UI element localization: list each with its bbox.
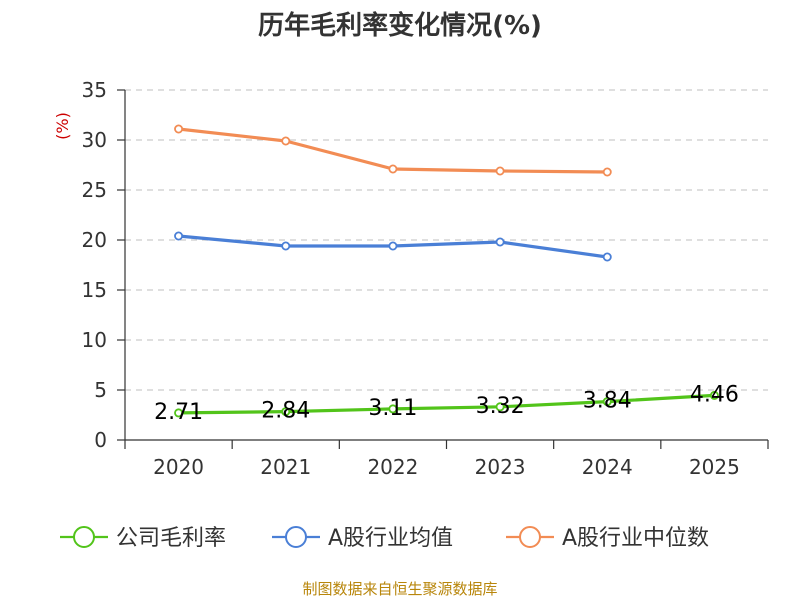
data-label: 4.46 <box>690 382 739 407</box>
data-point[interactable] <box>281 136 291 146</box>
x-tick-label: 2021 <box>260 455 311 479</box>
y-tick-label: 5 <box>94 378 107 402</box>
data-point[interactable] <box>388 241 398 251</box>
y-tick-label: 25 <box>82 178 107 202</box>
y-tick-label: 20 <box>82 228 107 252</box>
y-tick-label: 15 <box>82 278 107 302</box>
data-label: 3.11 <box>368 396 417 421</box>
data-point[interactable] <box>281 241 291 251</box>
data-point[interactable] <box>174 231 184 241</box>
data-point[interactable] <box>281 407 291 417</box>
data-point[interactable] <box>174 124 184 134</box>
series-layer <box>174 124 719 418</box>
x-tick-label: 2023 <box>475 455 526 479</box>
y-tick-label: 0 <box>94 428 107 452</box>
grid-layer <box>125 89 768 391</box>
data-label-layer: 2.71 2.84 3.11 3.32 3.84 4.46 <box>154 382 739 425</box>
x-tick-label: 2020 <box>153 455 204 479</box>
data-label: 3.84 <box>583 389 632 414</box>
legend-marker-1[interactable] <box>285 526 307 548</box>
series-line-0 <box>176 393 717 415</box>
x-tick-label: 2024 <box>582 455 633 479</box>
data-point[interactable] <box>602 397 612 407</box>
source-note: 制图数据来自恒生聚源数据库 <box>302 580 497 598</box>
data-point[interactable] <box>602 252 612 262</box>
y-tick-label: 30 <box>82 128 107 152</box>
x-tick-label: 2022 <box>367 455 418 479</box>
data-point[interactable] <box>495 402 505 412</box>
data-point[interactable] <box>388 164 398 174</box>
y-tick-label: 35 <box>82 78 107 102</box>
data-point[interactable] <box>495 166 505 176</box>
data-label: 3.32 <box>476 394 525 419</box>
data-point[interactable] <box>709 390 719 400</box>
y-axis-label: (%) <box>53 112 72 140</box>
data-point[interactable] <box>495 237 505 247</box>
legend-marker-2[interactable] <box>519 526 541 548</box>
data-point[interactable] <box>174 408 184 418</box>
data-point[interactable] <box>388 404 398 414</box>
legend-label-2[interactable]: A股行业中位数 <box>562 526 709 551</box>
legend-label-1[interactable]: A股行业均值 <box>328 526 453 551</box>
chart-title: 历年毛利率变化情况(%) <box>258 10 542 41</box>
y-tick-label: 10 <box>82 328 107 352</box>
data-point[interactable] <box>602 167 612 177</box>
data-label: 2.84 <box>261 399 310 424</box>
x-tick-label: 2025 <box>689 455 740 479</box>
legend-marker-0[interactable] <box>73 526 95 548</box>
legend-label-0[interactable]: 公司毛利率 <box>116 526 226 551</box>
data-label: 2.71 <box>154 400 203 425</box>
legend: 公司毛利率 A股行业均值 A股行业中位数 <box>60 526 709 551</box>
